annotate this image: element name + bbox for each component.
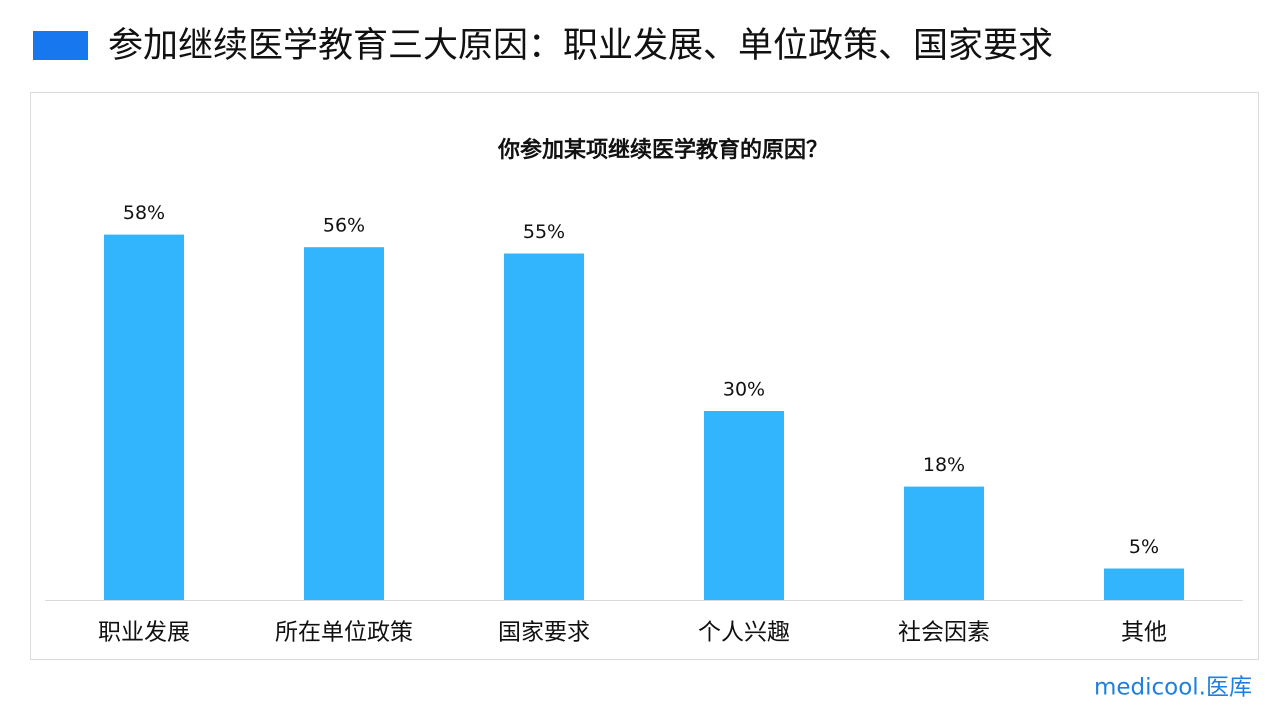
plot: 58% 职业发展 56% 所在单位政策 55% 国家要求 30% 个人兴趣 18% 社会因素 5% 其…	[98, 202, 1184, 646]
value-label: 5%	[1129, 536, 1159, 558]
x-tick-label: 职业发展	[98, 620, 190, 646]
value-label: 56%	[323, 215, 365, 237]
x-tick-label: 所在单位政策	[275, 620, 413, 646]
x-tick-label: 国家要求	[498, 620, 590, 646]
bar	[304, 247, 384, 600]
chart-title: 你参加某项继续医学教育的原因？	[497, 137, 828, 163]
value-label: 58%	[123, 202, 165, 224]
logo: medicool.医库	[1094, 675, 1252, 701]
value-label: 55%	[523, 221, 565, 243]
chart-panel	[30, 92, 1259, 660]
title-marker	[33, 31, 88, 60]
bar	[104, 234, 184, 600]
x-tick-label: 其他	[1121, 620, 1167, 646]
x-tick-label: 个人兴趣	[698, 620, 790, 646]
bar	[504, 253, 584, 600]
bar	[1104, 568, 1184, 600]
x-tick-label: 社会因素	[898, 620, 990, 646]
bar	[904, 486, 984, 600]
bar	[704, 411, 784, 600]
slide-title: 参加继续医学教育三大原因：职业发展、单位政策、国家要求	[108, 26, 1053, 66]
value-label: 18%	[923, 454, 965, 476]
value-label: 30%	[723, 379, 765, 401]
